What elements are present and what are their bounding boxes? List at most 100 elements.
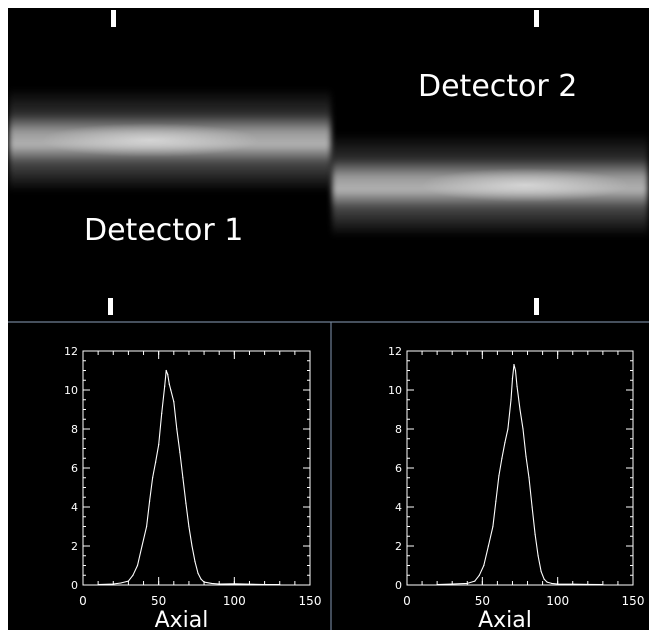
y-tick-label: 10 <box>388 384 402 397</box>
profile-point <box>145 525 148 528</box>
profile-point <box>203 581 205 583</box>
y-tick-label: 8 <box>71 423 78 436</box>
x-tick-label: 150 <box>622 594 645 608</box>
x-tick-label: 50 <box>151 594 166 608</box>
profile-point <box>218 583 220 585</box>
profile-point <box>495 500 497 502</box>
x-axis-label: Axial <box>155 608 209 631</box>
profile-point <box>170 389 172 391</box>
detector-1-panel: Detector 1 <box>9 10 331 315</box>
detector-2-label: Detector 2 <box>418 69 577 104</box>
y-tick-label: 6 <box>395 462 402 475</box>
detector-1-marker-top <box>111 10 116 27</box>
profile-point <box>507 428 509 430</box>
profile-point <box>279 584 281 586</box>
profile-point <box>537 555 539 557</box>
plot-frame <box>406 350 634 586</box>
detector-2-panel: Detector 2 <box>332 10 648 315</box>
profile-point <box>127 580 129 582</box>
x-tick-label: 0 <box>403 594 411 608</box>
profile-point <box>543 578 545 580</box>
profile-point <box>194 561 196 563</box>
profile-point <box>602 584 604 586</box>
y-tick-label: 0 <box>71 579 78 592</box>
axial-profile-chart-2: 0 50 100 150 0 2 4 6 8 10 12 Axial <box>388 345 644 631</box>
profile-point <box>451 583 453 585</box>
profile-point <box>176 428 178 430</box>
profile-point <box>572 583 574 585</box>
x-tick-label: 100 <box>223 594 246 608</box>
y-tick-label: 2 <box>71 540 78 553</box>
profile-point <box>551 582 553 585</box>
profile-point <box>168 383 170 385</box>
profile-point <box>155 461 157 463</box>
y-tick-label: 4 <box>71 501 78 514</box>
x-axis-label: Axial <box>478 608 532 631</box>
profile-point <box>436 584 438 586</box>
profile-point <box>120 582 122 584</box>
profile-point <box>557 583 559 585</box>
profile-point <box>483 564 485 567</box>
profile-point <box>587 583 589 586</box>
y-tick-label: 10 <box>64 384 78 397</box>
profile-point <box>466 582 468 585</box>
y-tick-label: 2 <box>395 540 402 553</box>
profile-point <box>200 578 202 580</box>
detector-2-hotspot <box>420 168 630 202</box>
profile-series-line <box>437 364 603 586</box>
detector-1-label: Detector 1 <box>84 213 243 248</box>
profile-point <box>179 451 181 453</box>
profile-point <box>498 475 500 477</box>
profile-point <box>161 412 163 414</box>
profile-point <box>531 506 533 508</box>
y-tick-label: 0 <box>395 579 402 592</box>
profile-point <box>487 545 489 547</box>
profile-point <box>519 408 521 411</box>
profile-point <box>188 525 190 528</box>
profile-point <box>97 584 99 586</box>
profile-point <box>136 564 139 567</box>
x-tick-label: 50 <box>475 594 490 608</box>
detector-1-hotspot <box>40 123 260 157</box>
profile-point <box>173 401 175 403</box>
profile-point <box>511 377 514 379</box>
profile-point <box>211 582 213 585</box>
x-tick-label: 150 <box>299 594 322 608</box>
detector-1-marker-bottom <box>108 298 113 315</box>
profile-point <box>132 574 134 576</box>
profile-point <box>264 584 266 586</box>
y-tick-label: 4 <box>395 501 402 514</box>
profile-point <box>516 385 518 387</box>
profile-point <box>510 399 512 401</box>
profile-point <box>233 583 235 585</box>
profile-point <box>514 369 517 372</box>
profile-point <box>165 369 167 372</box>
profile-point <box>141 545 143 547</box>
profile-point <box>522 428 524 430</box>
profile-point <box>478 574 480 576</box>
profile-point <box>504 442 506 444</box>
profile-point <box>501 457 503 459</box>
x-tick-label: 0 <box>79 594 87 608</box>
profile-point <box>492 525 494 528</box>
x-tick-label: 100 <box>546 594 569 608</box>
profile-point <box>167 373 169 375</box>
profile-point <box>248 583 251 585</box>
axial-profile-chart-1: 0 50 100 150 0 2 4 6 8 10 12 Axial <box>64 345 321 631</box>
profile-point <box>474 580 476 582</box>
detector-2-marker-top <box>534 10 539 27</box>
y-tick-label: 12 <box>64 345 78 358</box>
y-tick-label: 12 <box>388 345 402 358</box>
profile-point <box>182 477 184 479</box>
plot-frame <box>82 350 311 586</box>
profile-point <box>112 583 114 585</box>
y-tick-label: 8 <box>395 423 402 436</box>
profile-point <box>546 581 548 583</box>
profile-point <box>197 572 199 574</box>
profile-point <box>164 385 166 387</box>
profile-series-line <box>98 369 280 586</box>
profile-point <box>148 500 151 502</box>
detector-2-marker-bottom <box>534 298 539 315</box>
profile-point <box>152 477 154 479</box>
